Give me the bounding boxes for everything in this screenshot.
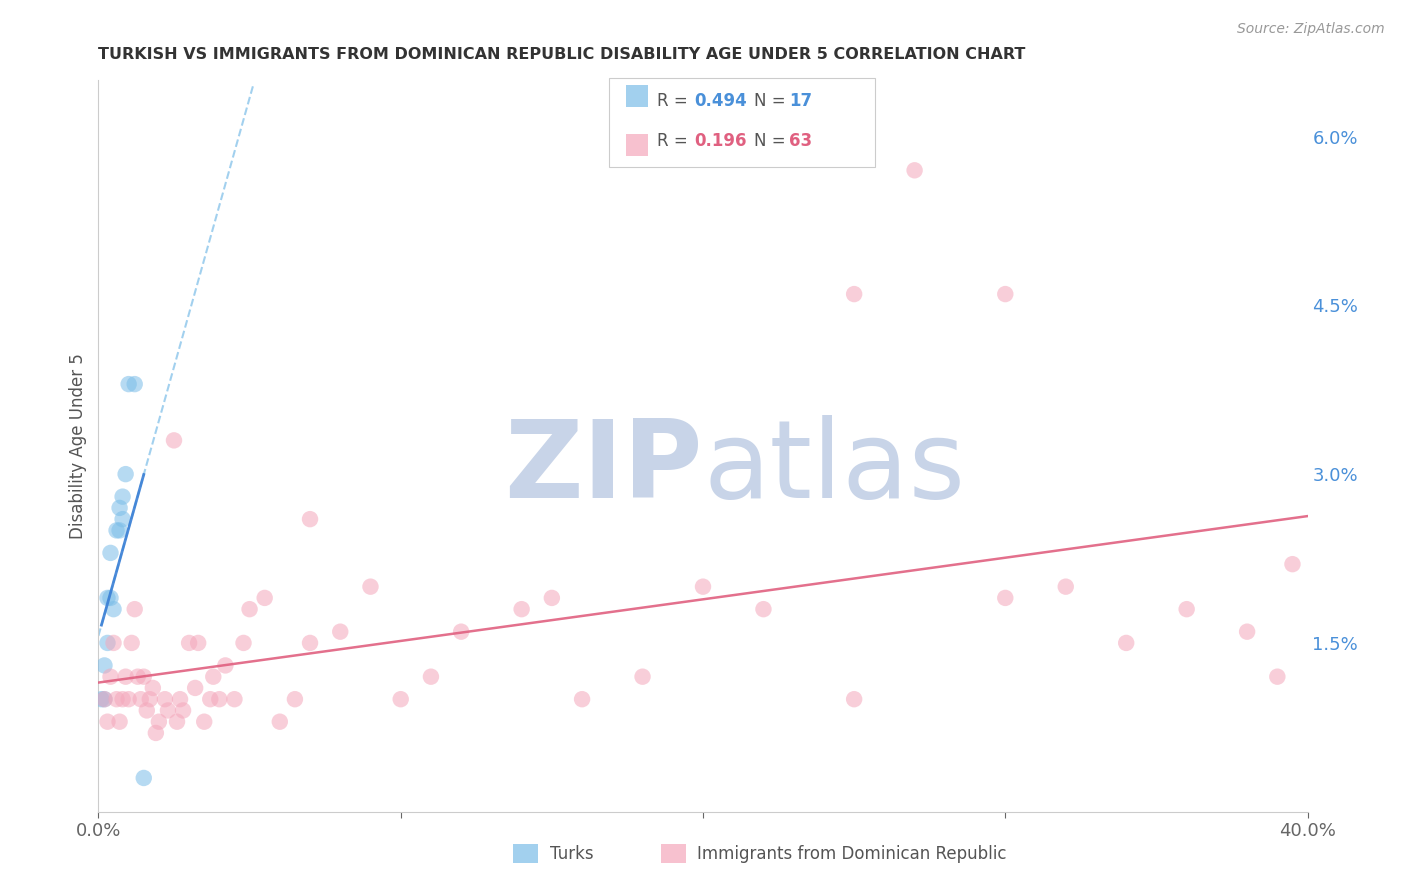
- Point: [100, 670, 122, 684]
- Point: [360, 580, 382, 594]
- Point: [108, 524, 131, 538]
- Point: [156, 703, 179, 717]
- Point: [93, 692, 115, 706]
- Point: [103, 636, 125, 650]
- Text: 0.494: 0.494: [695, 92, 748, 110]
- Point: [224, 692, 246, 706]
- Point: [111, 490, 134, 504]
- Point: [121, 636, 143, 650]
- Point: [184, 681, 207, 695]
- Point: [142, 681, 165, 695]
- Point: [96, 591, 118, 605]
- Point: [111, 512, 134, 526]
- Point: [329, 624, 352, 639]
- Point: [844, 287, 866, 301]
- Point: [232, 636, 254, 650]
- Point: [1236, 624, 1258, 639]
- Point: [202, 670, 225, 684]
- Point: [420, 670, 443, 684]
- Point: [100, 591, 122, 605]
- Point: [200, 692, 222, 706]
- Point: [299, 512, 322, 526]
- Point: [169, 692, 191, 706]
- Point: [145, 726, 167, 740]
- Text: 17: 17: [789, 92, 811, 110]
- Text: N =: N =: [754, 132, 790, 150]
- Point: [571, 692, 593, 706]
- Point: [148, 714, 170, 729]
- Point: [105, 692, 128, 706]
- Point: [108, 714, 131, 729]
- Point: [540, 591, 562, 605]
- Point: [118, 692, 141, 706]
- Point: [114, 670, 136, 684]
- Point: [1267, 670, 1289, 684]
- Point: [187, 636, 209, 650]
- Point: [139, 692, 162, 706]
- Point: [132, 670, 155, 684]
- Text: Turks: Turks: [550, 845, 593, 863]
- Point: [239, 602, 262, 616]
- Text: N =: N =: [754, 92, 790, 110]
- Point: [127, 670, 149, 684]
- Text: R =: R =: [657, 92, 693, 110]
- Point: [172, 703, 194, 717]
- Point: [93, 658, 115, 673]
- Text: 0.196: 0.196: [695, 132, 747, 150]
- Point: [114, 467, 136, 482]
- Point: [1281, 557, 1303, 571]
- Point: [692, 580, 714, 594]
- Point: [752, 602, 775, 616]
- Point: [179, 636, 201, 650]
- Point: [153, 692, 176, 706]
- Point: [163, 434, 186, 448]
- Point: [111, 692, 134, 706]
- Point: [124, 602, 146, 616]
- Point: [103, 602, 125, 616]
- Point: [93, 692, 115, 706]
- Point: [631, 670, 654, 684]
- Text: Source: ZipAtlas.com: Source: ZipAtlas.com: [1237, 22, 1385, 37]
- Point: [96, 636, 118, 650]
- Point: [135, 703, 157, 717]
- Text: Immigrants from Dominican Republic: Immigrants from Dominican Republic: [697, 845, 1007, 863]
- Point: [1054, 580, 1077, 594]
- Point: [129, 692, 152, 706]
- Text: ZIP: ZIP: [505, 415, 703, 521]
- Point: [994, 287, 1017, 301]
- Text: atlas: atlas: [703, 415, 965, 521]
- Point: [96, 714, 118, 729]
- Point: [124, 377, 146, 392]
- Point: [166, 714, 188, 729]
- Point: [904, 163, 927, 178]
- Point: [132, 771, 155, 785]
- Point: [1175, 602, 1198, 616]
- Y-axis label: Disability Age Under 5: Disability Age Under 5: [69, 353, 87, 539]
- Point: [299, 636, 322, 650]
- Point: [90, 692, 112, 706]
- Text: R =: R =: [657, 132, 693, 150]
- Point: [269, 714, 291, 729]
- Point: [253, 591, 276, 605]
- Point: [193, 714, 215, 729]
- Point: [118, 377, 141, 392]
- Point: [100, 546, 122, 560]
- Point: [994, 591, 1017, 605]
- Point: [284, 692, 307, 706]
- Point: [208, 692, 231, 706]
- Point: [450, 624, 472, 639]
- Point: [844, 692, 866, 706]
- Text: TURKISH VS IMMIGRANTS FROM DOMINICAN REPUBLIC DISABILITY AGE UNDER 5 CORRELATION: TURKISH VS IMMIGRANTS FROM DOMINICAN REP…: [98, 47, 1026, 62]
- Point: [108, 500, 131, 515]
- Point: [389, 692, 412, 706]
- Point: [1115, 636, 1137, 650]
- Point: [105, 524, 128, 538]
- Point: [510, 602, 533, 616]
- Text: 63: 63: [789, 132, 811, 150]
- Point: [214, 658, 236, 673]
